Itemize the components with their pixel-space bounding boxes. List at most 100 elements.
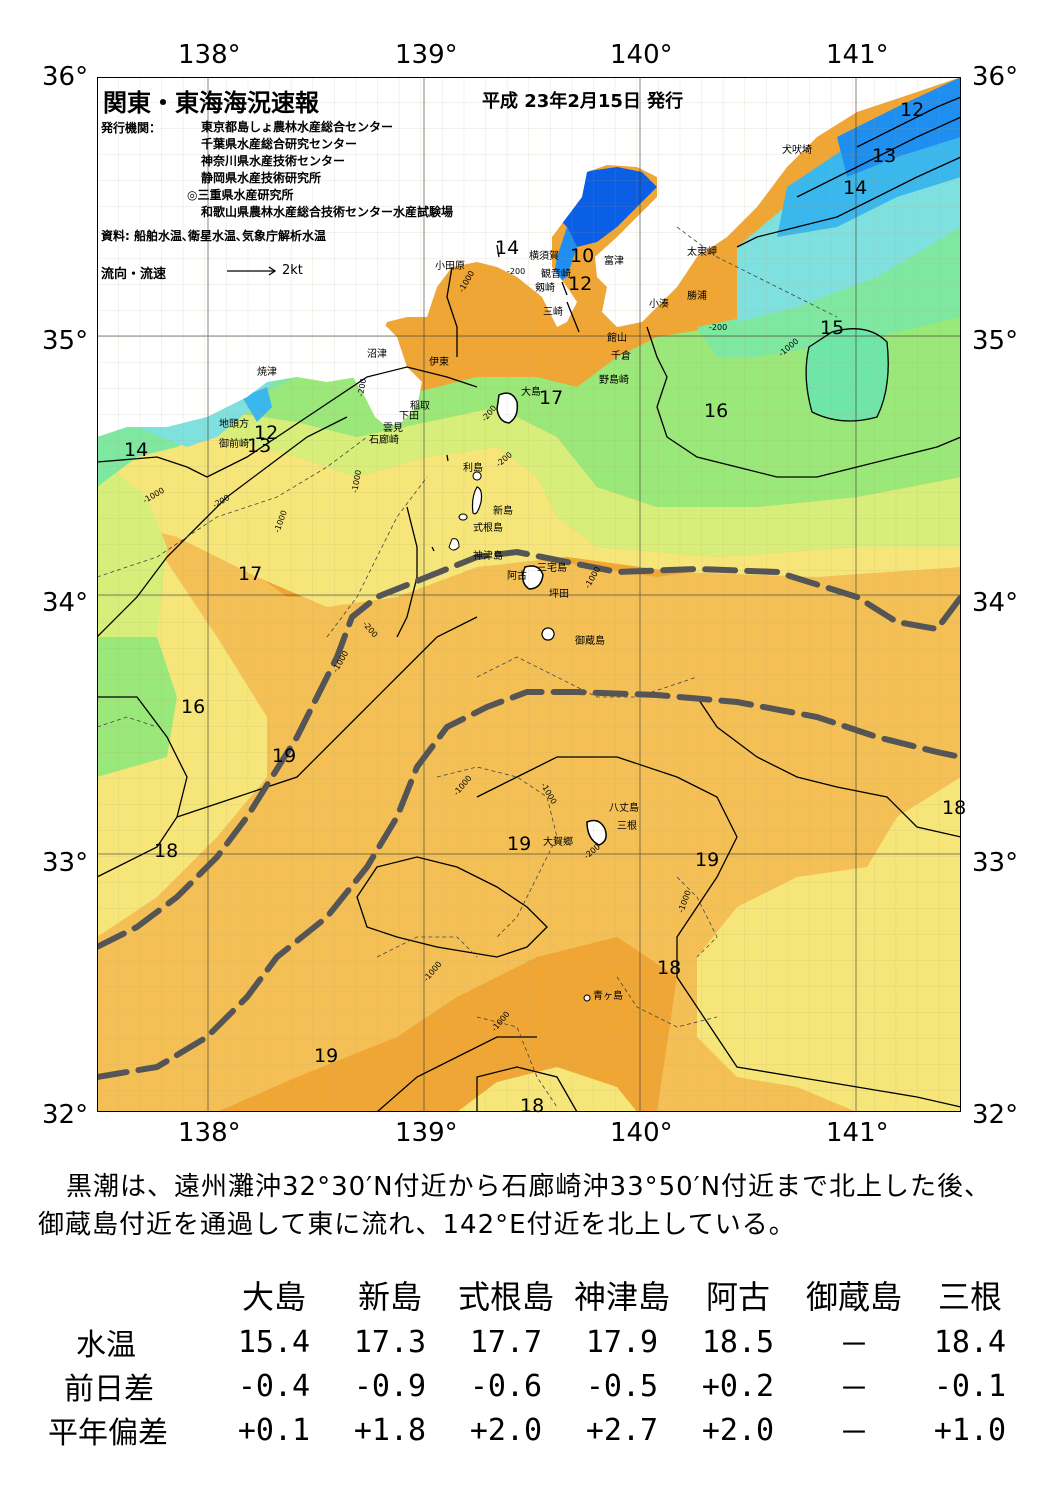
legend-label: 流向・流速: [101, 267, 167, 282]
place-inatori: 稲取: [410, 401, 430, 412]
data-source: 資料: 船舶水温､衛星水温､気象庁解析水温: [101, 229, 326, 243]
table-row-label: 水温: [76, 1328, 136, 1363]
place-inubozaki: 犬吠埼: [782, 145, 812, 156]
lat-label-35-right: 35°: [972, 326, 1019, 356]
kuroshio-caption: 黒潮は、遠州灘沖32°30′N付近から石廊崎沖33°50′N付近まで北上した後、…: [38, 1168, 1038, 1244]
place-yokosuka: 横須賀: [529, 251, 559, 262]
table-row-label: 平年偏差: [48, 1416, 168, 1451]
place-aogashima: 青ヶ島: [593, 991, 623, 1002]
place-oshima: 大島: [521, 387, 541, 398]
table-cell: +1.8: [353, 1412, 427, 1448]
lon-label-140: 140°: [610, 40, 673, 70]
isotherm-19-a: 19: [272, 745, 297, 767]
place-tsubota: 坪田: [549, 589, 569, 600]
sst-map-svg: [97, 77, 961, 1112]
publisher-5: ◎三重県水産研究所: [187, 188, 294, 202]
isotherm-19-c: 19: [695, 849, 720, 871]
place-kumomi: 雲見: [383, 423, 403, 434]
lat-label-34-right: 34°: [972, 588, 1019, 618]
legend-value: 2kt: [282, 263, 303, 278]
table-col-header: 新島: [357, 1278, 422, 1316]
lon-label-139-bottom: 139°: [395, 1118, 458, 1148]
lat-label-34: 34°: [42, 588, 89, 618]
place-tsurugizaki: 剱崎: [535, 283, 555, 294]
table-col-header: 式根島: [457, 1278, 554, 1316]
lon-label-138-bottom: 138°: [178, 1118, 241, 1148]
station-temperature-table: 大島 新島 式根島 神津島 阿古 御蔵島 三根 水温 15.4 17.3 17.…: [36, 1270, 1028, 1452]
caption-line-2: 御蔵島付近を通過して東に流れ、142°E付近を北上している。: [38, 1210, 796, 1240]
publisher-4: 静岡県水産技術研究所: [201, 171, 322, 185]
lat-label-36: 36°: [42, 62, 89, 92]
place-toshima: 利島: [463, 463, 483, 474]
place-kannonzaki: 観音崎: [541, 269, 571, 280]
isotherm-12-b: 12: [568, 273, 593, 295]
table-col-header: 大島: [241, 1278, 306, 1316]
table-col-header: 阿古: [705, 1278, 770, 1316]
isotherm-15-a: 15: [820, 317, 845, 339]
place-tateyama: 館山: [607, 333, 627, 344]
table-cell: -0.5: [585, 1368, 659, 1404]
caption-line-1: 黒潮は、遠州灘沖32°30′N付近から石廊崎沖33°50′N付近まで北上した後、: [66, 1172, 992, 1202]
lon-label-138: 138°: [178, 40, 241, 70]
sst-map: 関東・東海海況速報 平成 23年2月15日 発行 発行機関： 東京都島しょ農林水…: [97, 77, 966, 1117]
isotherm-18-a: 18: [154, 840, 179, 862]
table-col-header: 御蔵島: [805, 1278, 902, 1316]
place-hachijojima: 八丈島: [609, 803, 639, 814]
table-cell: 15.4: [237, 1324, 311, 1360]
table-cell: －: [839, 1416, 869, 1451]
place-kozushima: 神津島: [473, 551, 503, 562]
place-katsuura: 勝浦: [687, 291, 707, 302]
place-omaezaki: 御前崎: [219, 439, 249, 450]
isotherm-17-b: 17: [238, 563, 263, 585]
isotherm-14-c: 14: [124, 439, 149, 461]
isotherm-12-a: 12: [900, 99, 925, 121]
table-col-header: 神津島: [573, 1278, 670, 1316]
table-col-header: 三根: [937, 1278, 1002, 1316]
table-row: 前日差 -0.4 -0.9 -0.6 -0.5 +0.2 － -0.1: [36, 1364, 1028, 1408]
table-cell: -0.6: [469, 1368, 543, 1404]
depth-contours: [97, 226, 838, 1108]
table-cell: －: [839, 1328, 869, 1363]
table-row-label: 前日差: [64, 1372, 154, 1407]
place-miyakejima: 三宅島: [537, 563, 567, 574]
lat-label-32-right: 32°: [972, 1100, 1019, 1130]
place-kominato: 小湊: [649, 299, 669, 310]
publisher-6: 和歌山県農林水産総合技術センター水産試験場: [201, 205, 454, 219]
table-cell: 18.5: [701, 1324, 775, 1360]
place-odawara: 小田原: [435, 261, 465, 272]
current-arrows: [431, 244, 580, 552]
place-okago: 大賀郷: [543, 837, 573, 848]
table-cell: +0.1: [237, 1412, 311, 1448]
table-cell: 17.9: [585, 1324, 659, 1360]
place-mikurajima: 御蔵島: [575, 636, 605, 647]
isotherm-18-c: 18: [657, 957, 682, 979]
place-miura: 三崎: [543, 307, 563, 318]
lat-label-36-right: 36°: [972, 62, 1019, 92]
lat-label-33: 33°: [42, 848, 89, 878]
lat-label-35: 35°: [42, 326, 89, 356]
place-irozaki: 石廊崎: [369, 435, 399, 446]
place-shikinejima: 式根島: [473, 523, 503, 534]
table-cell: +1.0: [933, 1412, 1007, 1448]
kuroshio-axis: [97, 548, 961, 1080]
place-mine: 三根: [617, 821, 637, 832]
isotherm-13-a: 13: [872, 145, 897, 167]
publisher-1: 東京都島しょ農林水産総合センター: [201, 120, 394, 134]
place-futtsu: 富津: [604, 256, 624, 267]
lon-label-139: 139°: [395, 40, 458, 70]
lon-label-140-bottom: 140°: [610, 1118, 673, 1148]
table-cell: 17.3: [353, 1324, 427, 1360]
table-cell: +2.0: [469, 1412, 543, 1448]
table-cell: －: [839, 1372, 869, 1407]
place-numazu: 沼津: [367, 349, 387, 360]
isotherm-13-b: 13: [247, 435, 272, 457]
publisher-2: 千葉県水産総合研究センター: [201, 137, 358, 151]
isotherm-14-b: 14: [495, 237, 520, 259]
table-cell: -0.9: [353, 1368, 427, 1404]
isotherm-14-a: 14: [843, 177, 868, 199]
table-cell: 17.7: [469, 1324, 543, 1360]
isotherm-10: 10: [570, 245, 595, 267]
isotherm-lines: [97, 96, 961, 1112]
publisher-3: 神奈川県水産技術センター: [201, 154, 346, 168]
lat-label-32: 32°: [42, 1100, 89, 1130]
